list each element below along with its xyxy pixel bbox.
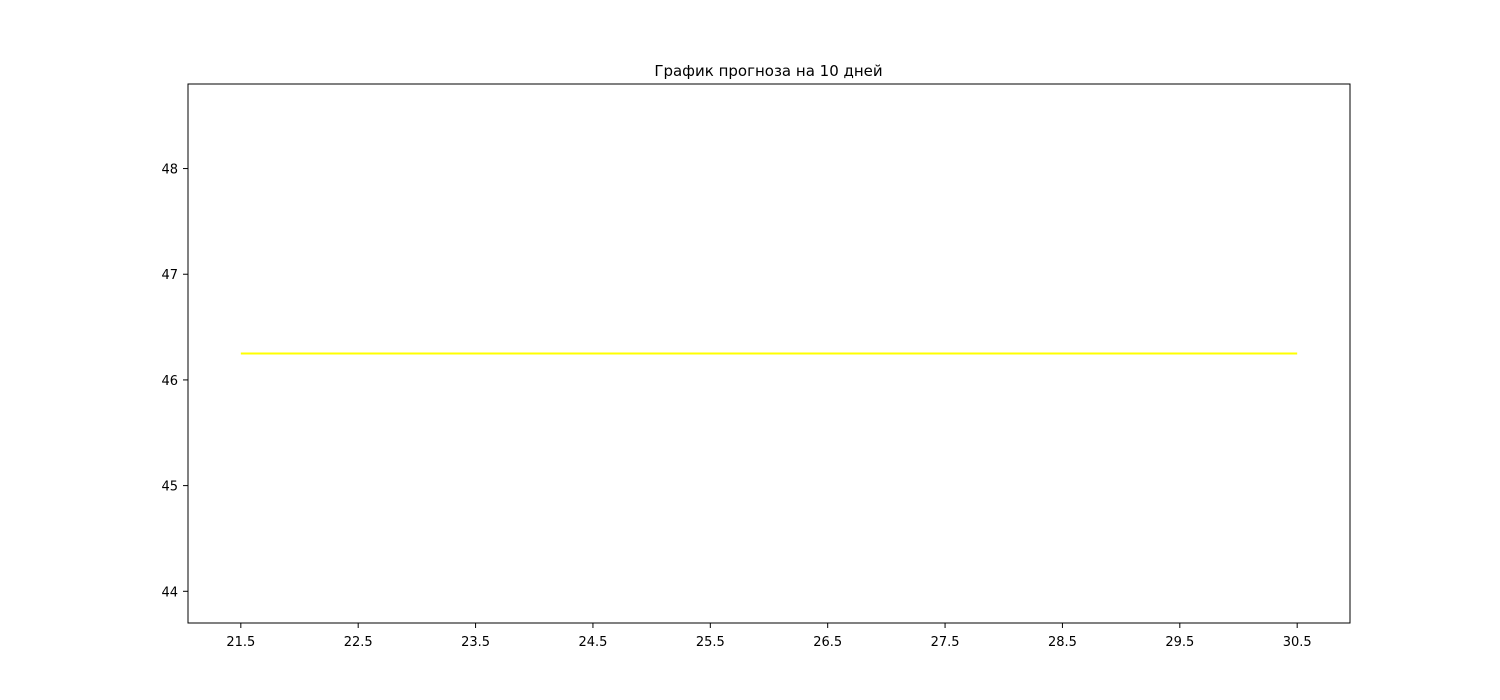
plot-frame xyxy=(187,83,1351,624)
y-tick-label: 44 xyxy=(161,585,178,600)
x-tick-label: 23.5 xyxy=(461,635,490,650)
chart-title: График прогноза на 10 дней xyxy=(654,62,882,80)
y-axis: 44 45 46 47 48 xyxy=(161,163,188,600)
x-tick-label: 24.5 xyxy=(578,635,607,650)
x-tick-label: 30.5 xyxy=(1283,635,1312,650)
x-tick-label: 26.5 xyxy=(813,635,842,650)
x-tick-label: 25.5 xyxy=(696,635,725,650)
x-axis: 21.5 22.5 23.5 24.5 25.5 26.5 27.5 28.5 29.5 30.5 xyxy=(226,623,1312,650)
x-tick-label: 28.5 xyxy=(1048,635,1077,650)
x-tick-label: 29.5 xyxy=(1165,635,1194,650)
x-tick-label: 21.5 xyxy=(226,635,255,650)
y-tick-label: 46 xyxy=(161,374,178,389)
y-tick-label: 48 xyxy=(161,163,178,178)
x-tick-label: 22.5 xyxy=(344,635,373,650)
y-tick-label: 47 xyxy=(161,268,178,283)
x-tick-label: 27.5 xyxy=(931,635,960,650)
y-tick-label: 45 xyxy=(161,480,178,495)
